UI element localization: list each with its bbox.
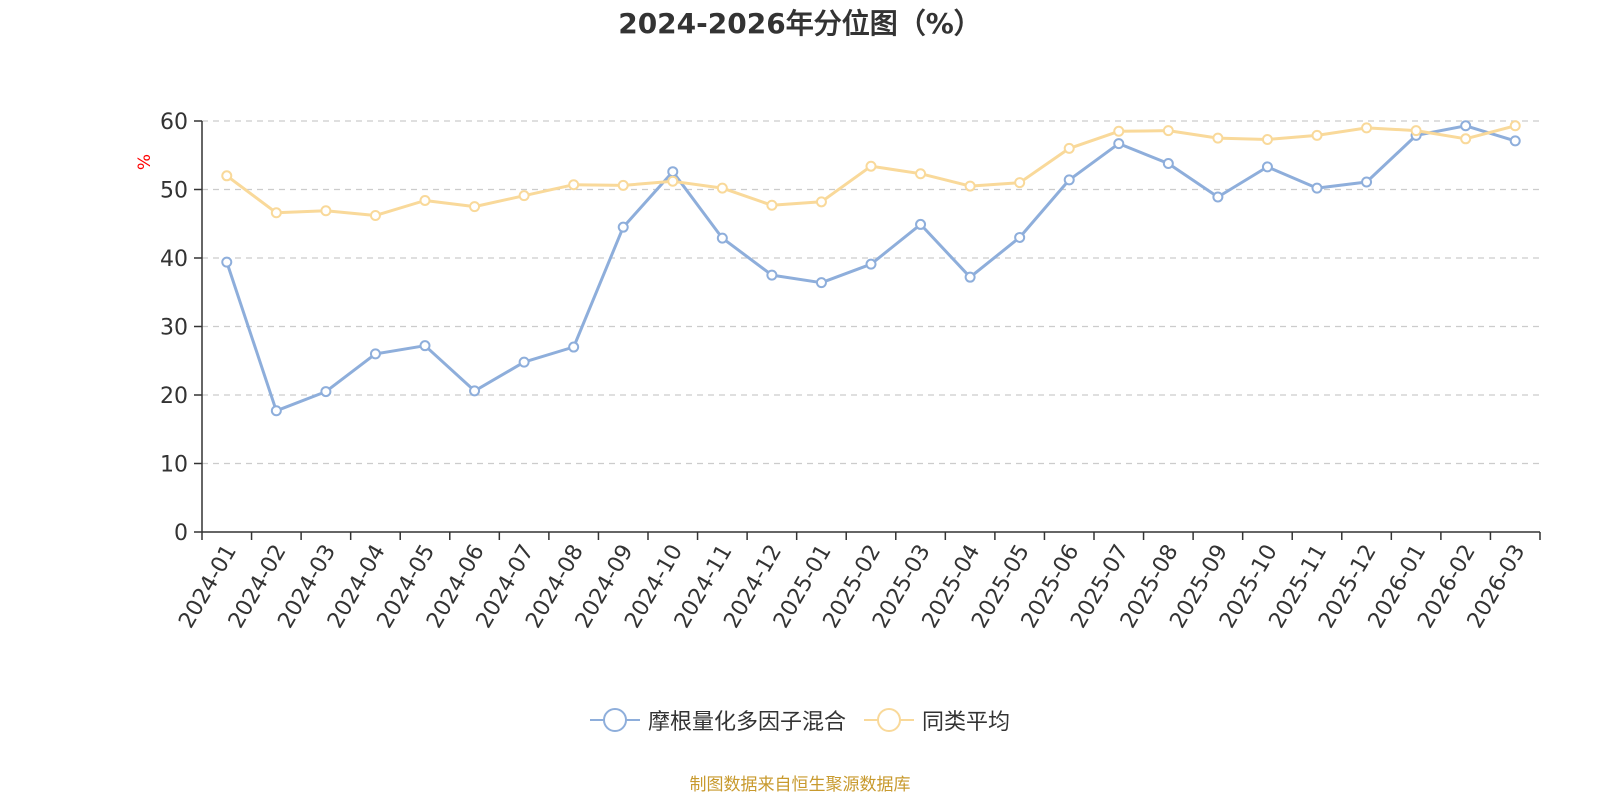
y-tick-label: 10 [160, 453, 188, 478]
y-tick-label: 20 [160, 384, 188, 409]
data-point [915, 218, 927, 230]
data-point [865, 160, 877, 172]
data-point [1361, 176, 1373, 188]
chart-title: 2024-2026年分位图（%） [618, 7, 982, 40]
data-point [369, 348, 381, 360]
data-point [667, 175, 679, 187]
y-tick-label: 60 [160, 110, 188, 135]
data-point [1311, 182, 1323, 194]
data-point [716, 232, 728, 244]
data-point [1261, 161, 1273, 173]
data-point [1410, 125, 1422, 137]
data-point [1113, 138, 1125, 150]
data-point [1509, 120, 1521, 132]
data-point [766, 199, 778, 211]
data-point [915, 168, 927, 180]
data-source-note: 制图数据来自恒生聚源数据库 [689, 775, 911, 795]
data-point [617, 221, 629, 233]
legend-label-series-1: 摩根量化多因子混合 [647, 710, 846, 735]
data-point [815, 277, 827, 289]
data-point [518, 190, 530, 202]
data-point [221, 170, 233, 182]
legend-label-series-2: 同类平均 [922, 710, 1011, 735]
y-tick-label: 30 [160, 316, 188, 341]
data-point [1162, 157, 1174, 169]
legend-marker-series-1 [589, 707, 640, 733]
data-point [1212, 191, 1224, 203]
data-point [865, 258, 877, 270]
y-tick-label: 40 [160, 247, 188, 272]
data-point [1460, 120, 1472, 132]
data-point [518, 356, 530, 368]
data-point [1212, 132, 1224, 144]
data-point [1113, 125, 1125, 137]
y-tick-label: 50 [160, 179, 188, 204]
data-point [667, 166, 679, 178]
data-point [1014, 231, 1026, 243]
data-point [1162, 125, 1174, 137]
legend-item-series-2[interactable]: 同类平均 [864, 704, 1010, 736]
line-chart: 0102030405060%2024-012024-022024-032024-… [135, 110, 1541, 633]
data-point [617, 179, 629, 191]
data-point [964, 271, 976, 283]
data-point [469, 201, 481, 213]
data-point [568, 341, 580, 353]
y-tick-label: 0 [174, 521, 188, 546]
data-point [1460, 133, 1472, 145]
data-point [221, 256, 233, 268]
data-point [419, 194, 431, 206]
legend: 摩根量化多因子混合 同类平均 [0, 704, 1600, 736]
data-point [270, 405, 282, 417]
data-point [419, 340, 431, 352]
data-point [469, 385, 481, 397]
data-point [815, 196, 827, 208]
data-point [1261, 133, 1273, 145]
data-point [1361, 122, 1373, 134]
legend-marker-series-2 [864, 707, 914, 733]
data-point [320, 205, 332, 217]
data-point [1509, 135, 1521, 147]
data-point [369, 210, 381, 222]
data-point [1311, 129, 1323, 141]
data-point [568, 179, 580, 191]
data-point [270, 207, 282, 219]
data-point [1063, 174, 1075, 186]
data-point [320, 386, 332, 398]
data-point [1014, 177, 1026, 189]
data-point [964, 180, 976, 192]
data-point [766, 269, 778, 281]
legend-item-series-1[interactable]: 摩根量化多因子混合 [589, 704, 846, 736]
y-axis-label: % [135, 154, 155, 170]
data-point [1063, 142, 1075, 154]
data-point [716, 182, 728, 194]
